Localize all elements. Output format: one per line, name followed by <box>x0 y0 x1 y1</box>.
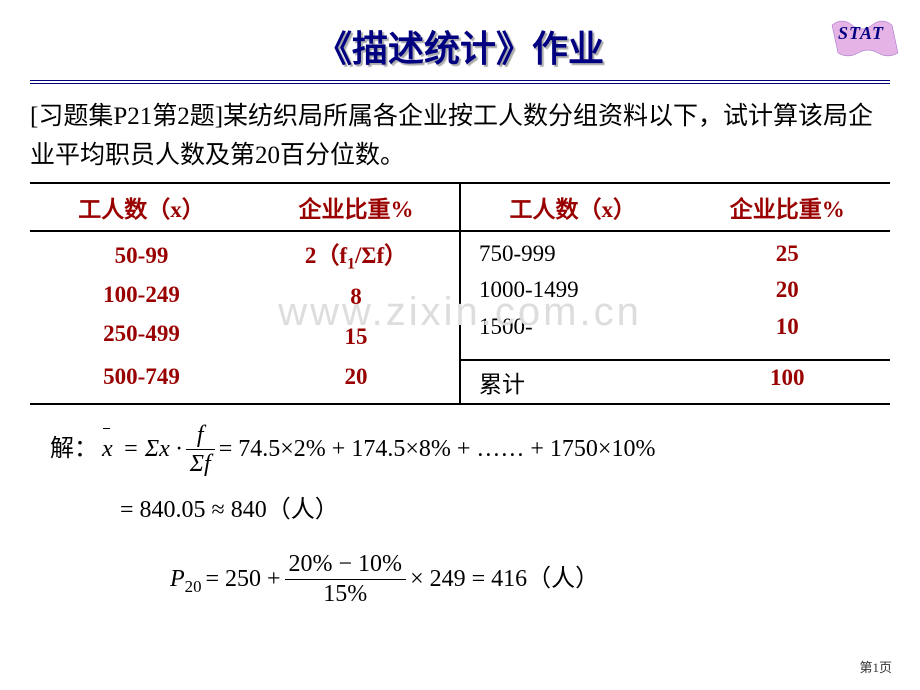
col-header: 企业比重% <box>684 183 890 231</box>
right-x-cell: 750-999 1000-1499 1500- <box>460 231 685 360</box>
cell-text: 15 <box>344 324 367 349</box>
xbar-symbol: x <box>102 428 113 471</box>
fraction: f Σf <box>186 421 215 480</box>
eq-text: = 840.05 ≈ 840（人） <box>120 497 339 523</box>
cell-text: 750-999 <box>479 241 556 266</box>
solution-label: 解： <box>50 428 98 471</box>
solution-block: 解： x = Σx · f Σf = 74.5×2% + 174.5×8% + … <box>30 421 890 609</box>
left-x-cell: 500-749 <box>30 360 253 404</box>
badge-text: STAT <box>838 23 884 44</box>
col-header: 工人数（x） <box>30 183 253 231</box>
solution-line-2: = 840.05 ≈ 840（人） <box>50 489 890 532</box>
eq-text: = 250 + <box>205 558 280 601</box>
table-row: 50-99 100-249 250-499 2（f1/Σf） 8 15 750-… <box>30 231 890 360</box>
fraction: 20% − 10% 15% <box>285 550 407 609</box>
table-row: 500-749 20 累计 100 <box>30 360 890 404</box>
table-header-row: 工人数（x） 企业比重% 工人数（x） 企业比重% <box>30 183 890 231</box>
cell-text: 2（f1/Σf） <box>305 243 407 268</box>
question-text: [习题集P21第2题]某纺织局所属各企业按工人数分组资料以下，试计算该局企业平均… <box>30 98 890 176</box>
p20-symbol: P20 <box>170 558 201 602</box>
left-pct-cell: 20 <box>253 360 460 404</box>
cell-text: 100-249 <box>103 282 180 307</box>
page-number: 第1页 <box>859 657 892 676</box>
page-title: 《描述统计》作业 <box>316 20 604 72</box>
col-header: 企业比重% <box>253 183 460 231</box>
stat-badge: STAT <box>830 15 900 60</box>
frac-numerator: f <box>186 421 215 451</box>
data-table: 工人数（x） 企业比重% 工人数（x） 企业比重% 50-99 100-249 … <box>30 182 890 405</box>
solution-line-1: 解： x = Σx · f Σf = 74.5×2% + 174.5×8% + … <box>50 421 890 480</box>
total-label-cell: 累计 <box>460 360 685 404</box>
title-underline <box>30 80 890 84</box>
cell-text: 10 <box>776 314 799 339</box>
frac-denominator: 15% <box>285 580 407 609</box>
cell-text: 1000-1499 <box>479 277 579 302</box>
cell-text: 1500- <box>479 314 533 339</box>
total-pct-cell: 100 <box>684 360 890 404</box>
solution-line-3: P20 = 250 + 20% − 10% 15% × 249 = 416（人） <box>50 550 890 609</box>
eq-text: = Σx · <box>117 428 182 471</box>
frac-denominator: Σf <box>186 450 215 479</box>
cell-text: 250-499 <box>103 321 180 346</box>
cell-text: 20 <box>776 277 799 302</box>
left-x-cell: 50-99 100-249 250-499 <box>30 231 253 360</box>
cell-text: 50-99 <box>115 243 169 268</box>
col-header: 工人数（x） <box>460 183 685 231</box>
left-pct-cell: 2（f1/Σf） 8 15 <box>253 231 460 360</box>
frac-numerator: 20% − 10% <box>285 550 407 580</box>
title-row: 《描述统计》作业 STAT <box>30 20 890 72</box>
cell-text: 25 <box>776 241 799 266</box>
eq-rhs: = 74.5×2% + 174.5×8% + …… + 1750×10% <box>219 428 656 471</box>
cell-text: 8 <box>350 284 362 309</box>
eq-tail: × 249 = 416（人） <box>410 558 599 601</box>
right-pct-cell: 25 20 10 <box>684 231 890 360</box>
